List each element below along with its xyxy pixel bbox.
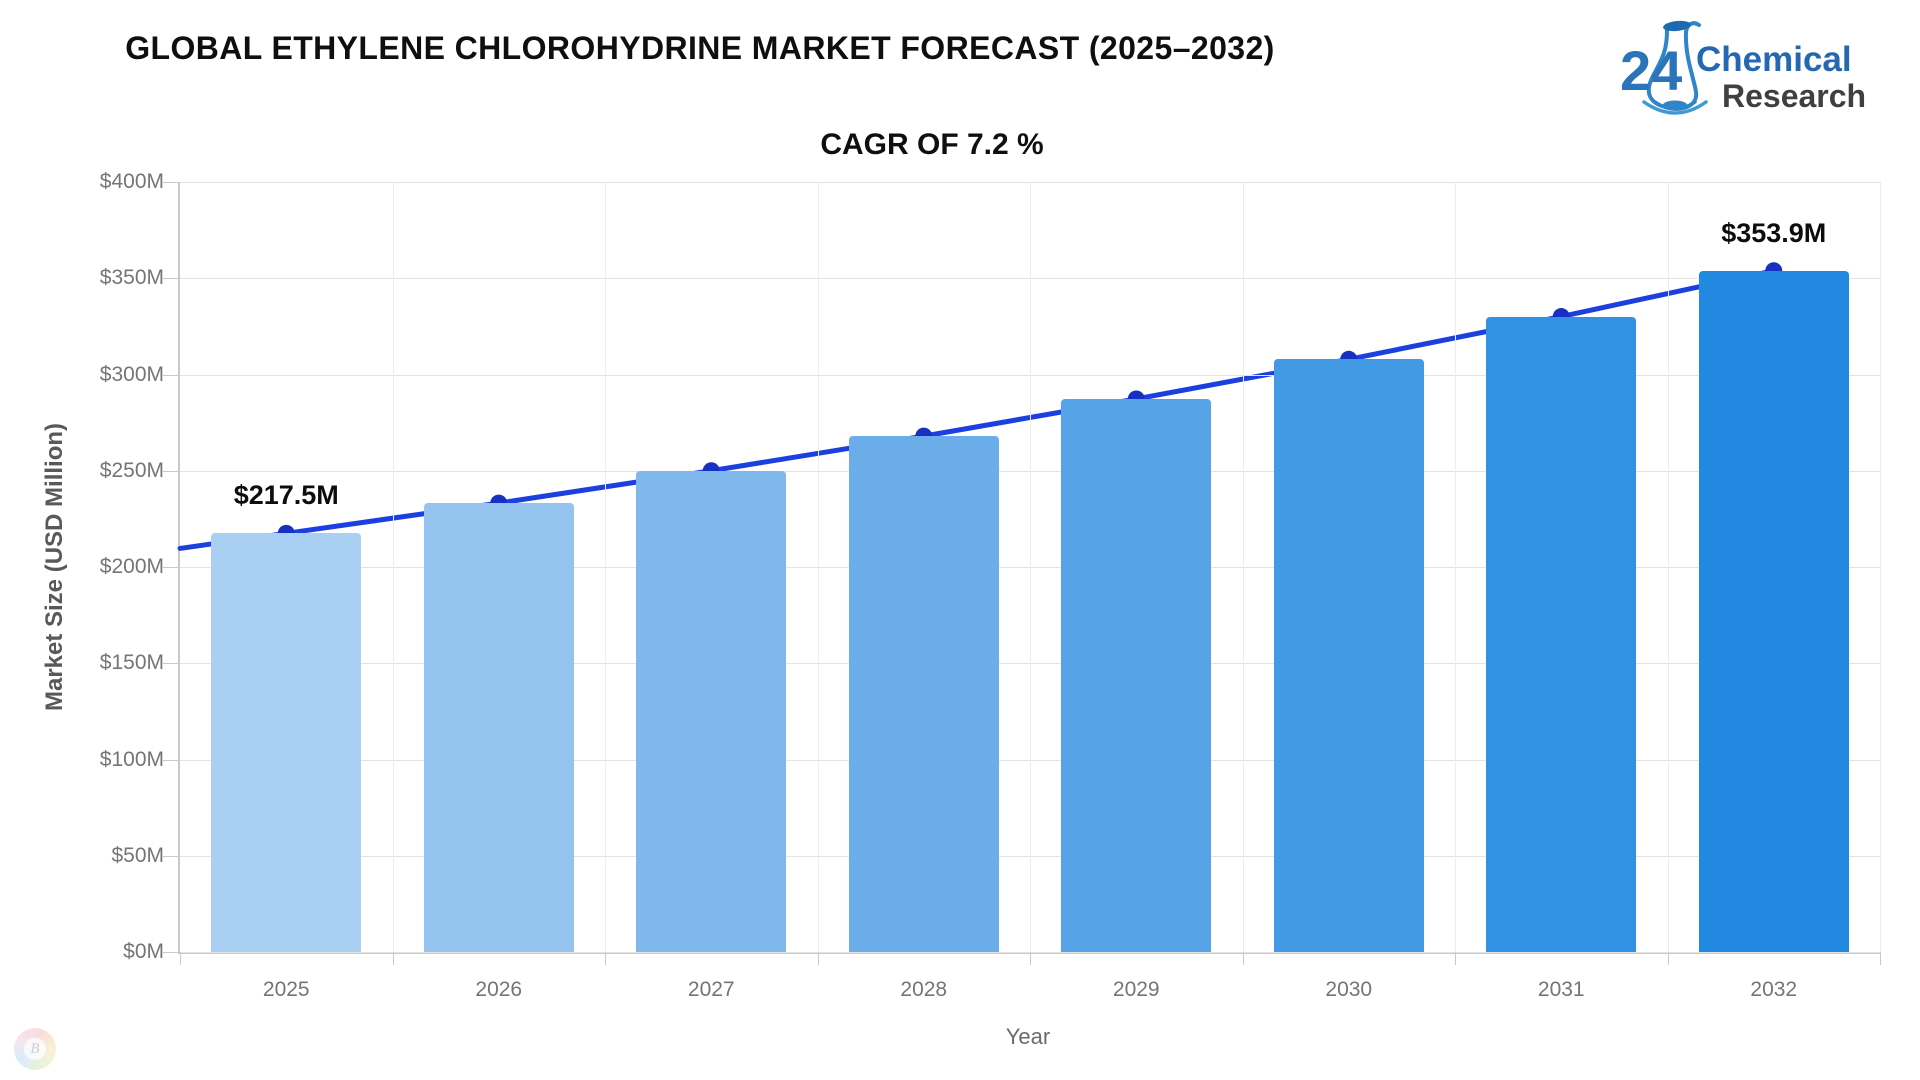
y-tick-label: $150M bbox=[99, 651, 164, 675]
bar-value-label-2025: $217.5M bbox=[233, 480, 339, 511]
plot-area: $0M $50M $100M $150M $200M $250M $300M $350M $40… bbox=[100, 170, 1881, 1001]
cagr-subtitle: CAGR OF 7.2 % bbox=[820, 128, 1044, 161]
y-tick-label: $50M bbox=[111, 843, 164, 867]
gridline-vertical bbox=[392, 182, 394, 952]
logo-number: 24 bbox=[1620, 39, 1683, 102]
x-tick-label: 2030 bbox=[1325, 978, 1373, 1001]
bar-2028 bbox=[848, 436, 999, 952]
logo-text-research: Research bbox=[1722, 78, 1867, 114]
y-tick-label: $300M bbox=[99, 362, 164, 386]
bar-value-label-2032: $353.9M bbox=[1721, 217, 1827, 248]
y-axis-tick bbox=[163, 759, 178, 761]
x-axis-tick bbox=[392, 952, 394, 965]
y-axis-tick bbox=[163, 278, 178, 280]
gridline-vertical bbox=[1242, 182, 1244, 952]
y-axis-tick bbox=[163, 182, 178, 183]
y-tick-label: $350M bbox=[99, 266, 164, 290]
y-tick-label: $400M bbox=[99, 170, 164, 193]
x-axis-tick bbox=[605, 952, 606, 965]
x-axis-tick bbox=[180, 952, 181, 965]
y-axis-tick bbox=[163, 470, 178, 472]
gridline-vertical bbox=[817, 182, 819, 952]
gridline-vertical bbox=[1880, 182, 1881, 952]
x-axis-tick bbox=[1667, 952, 1669, 965]
y-axis-tick bbox=[163, 374, 178, 376]
bar-2030 bbox=[1273, 359, 1424, 952]
x-tick-label: 2032 bbox=[1750, 978, 1798, 1001]
bar-2031 bbox=[1486, 316, 1637, 952]
company-logo: 24 Chemical Research bbox=[1612, 14, 1917, 122]
y-axis-tick bbox=[163, 952, 178, 953]
gridline-vertical bbox=[1667, 182, 1669, 952]
gridline-vertical bbox=[1030, 182, 1031, 952]
x-axis-title: Year bbox=[1005, 1024, 1051, 1049]
y-tick-label: $0M bbox=[123, 940, 164, 963]
erlenmeyer-flask-icon bbox=[1642, 20, 1708, 115]
x-tick-label: 2029 bbox=[1112, 978, 1160, 1001]
gridline-vertical bbox=[1455, 182, 1456, 952]
x-tick-label: 2027 bbox=[687, 978, 735, 1001]
bar-2025 bbox=[211, 533, 362, 952]
gridline-vertical bbox=[605, 182, 606, 952]
x-tick-label: 2028 bbox=[900, 978, 948, 1001]
y-tick-label: $200M bbox=[99, 555, 164, 578]
x-axis-tick bbox=[1880, 952, 1881, 965]
y-tick-label: $250M bbox=[99, 458, 164, 482]
page-title: GLOBAL ETHYLENE CHLOROHYDRINE MARKET FOR… bbox=[125, 30, 1275, 66]
logo-text-chemical: Chemical bbox=[1696, 40, 1852, 79]
y-tick-label: $100M bbox=[99, 747, 164, 771]
y-axis-tick bbox=[163, 663, 178, 665]
x-tick-label: 2025 bbox=[262, 978, 310, 1001]
bar-2027 bbox=[636, 470, 787, 952]
bar-2026 bbox=[423, 503, 574, 952]
x-axis-tick bbox=[817, 952, 819, 965]
x-axis-tick bbox=[1455, 952, 1456, 965]
y-axis-tick bbox=[163, 567, 178, 568]
y-axis-tick bbox=[163, 855, 178, 857]
watermark-letter: B bbox=[23, 1037, 47, 1061]
x-tick-label: 2031 bbox=[1537, 978, 1585, 1001]
x-tick-label: 2026 bbox=[475, 978, 523, 1001]
watermark-logo: B bbox=[14, 1028, 56, 1070]
x-axis-tick bbox=[1242, 952, 1244, 965]
bar-2029 bbox=[1061, 398, 1212, 952]
bar-2032 bbox=[1698, 270, 1849, 952]
x-axis-tick bbox=[1030, 952, 1031, 965]
